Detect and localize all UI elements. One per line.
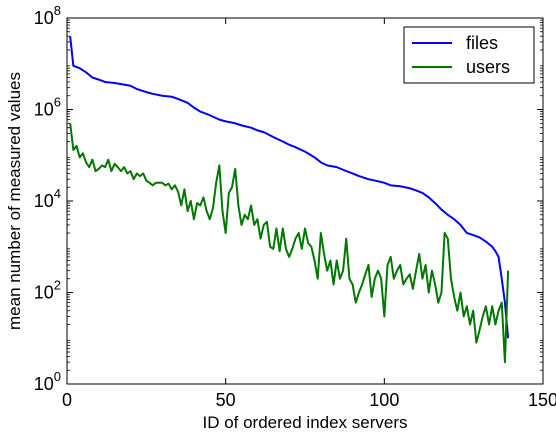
y-tick-label: 102 <box>34 278 61 303</box>
legend-box <box>403 26 535 84</box>
x-tick-label: 100 <box>369 390 399 410</box>
series-line-users <box>69 123 510 364</box>
legend-label-users: users <box>466 57 510 77</box>
x-axis-label: ID of ordered index servers <box>202 413 407 432</box>
y-axis-label: mean number of measured values <box>5 72 24 330</box>
x-tick-label: 0 <box>62 390 72 410</box>
y-tick-label: 104 <box>34 186 61 211</box>
x-tick-label: 50 <box>216 390 236 410</box>
legend-label-files: files <box>466 33 498 53</box>
legend: files users <box>403 26 535 84</box>
y-tick-label: 106 <box>34 95 61 120</box>
series-layer <box>69 36 510 364</box>
y-tick-label: 100 <box>34 369 61 394</box>
x-tick-label: 150 <box>528 390 556 410</box>
y-tick-label: 108 <box>34 3 61 28</box>
series-line-files <box>69 36 510 339</box>
ticks-layer: 0 50 100 150 100 102 104 106 108 <box>34 3 556 410</box>
